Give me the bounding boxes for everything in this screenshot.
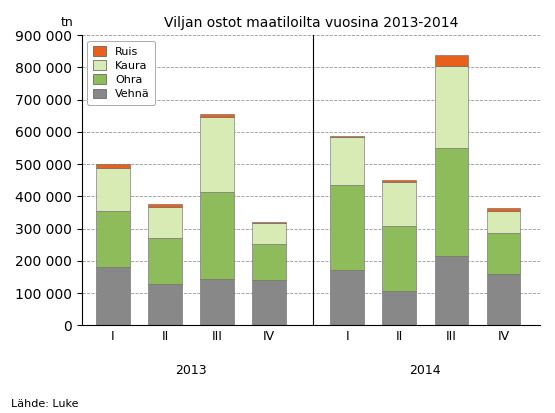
Bar	[382, 182, 416, 226]
Bar	[148, 204, 182, 207]
Bar	[200, 114, 234, 117]
Bar	[330, 270, 364, 325]
Bar	[148, 284, 182, 325]
Text: 2014: 2014	[410, 364, 441, 377]
Bar	[382, 291, 416, 325]
Bar	[382, 180, 416, 182]
Bar	[330, 185, 364, 270]
Bar	[200, 192, 234, 279]
Bar	[253, 280, 286, 325]
Text: 2013: 2013	[175, 364, 207, 377]
Bar	[96, 211, 130, 267]
Bar	[330, 136, 364, 138]
Bar	[487, 211, 521, 233]
Bar	[96, 169, 130, 211]
Bar	[148, 207, 182, 238]
Bar	[382, 226, 416, 291]
Bar	[330, 138, 364, 185]
Bar	[200, 279, 234, 325]
Bar	[96, 164, 130, 169]
Bar	[200, 117, 234, 192]
Bar	[435, 66, 468, 148]
Legend: Ruis, Kaura, Ohra, Vehnä: Ruis, Kaura, Ohra, Vehnä	[87, 40, 155, 105]
Text: tn: tn	[61, 16, 74, 28]
Bar	[253, 244, 286, 280]
Title: Viljan ostot maatiloilta vuosina 2013-2014: Viljan ostot maatiloilta vuosina 2013-20…	[164, 16, 458, 30]
Bar	[253, 223, 286, 244]
Bar	[253, 222, 286, 223]
Bar	[487, 275, 521, 325]
Bar	[487, 233, 521, 275]
Bar	[435, 256, 468, 325]
Bar	[487, 208, 521, 211]
Bar	[435, 148, 468, 256]
Bar	[148, 238, 182, 284]
Bar	[96, 267, 130, 325]
Text: Lähde: Luke: Lähde: Luke	[11, 399, 79, 409]
Bar	[435, 55, 468, 66]
